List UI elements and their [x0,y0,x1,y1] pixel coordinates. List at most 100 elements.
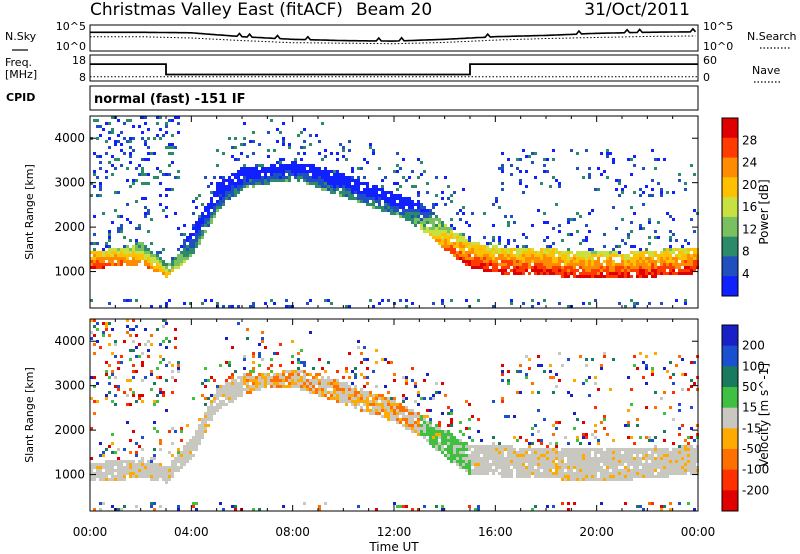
power-cell [102,263,105,266]
power-cell [159,194,162,197]
power-cell [117,215,120,218]
power-cell [204,224,207,227]
velocity-cell [636,505,639,508]
power-cell [135,179,138,182]
velocity-cell [135,370,138,373]
power-cell [681,245,684,248]
velocity-cell [384,400,387,403]
power-cell [102,212,105,215]
velocity-cell [516,475,519,478]
power-colorbar-segment [722,197,738,218]
velocity-cell [675,469,678,472]
power-cell [285,164,288,167]
power-cell [456,242,459,245]
velocity-colorbar-tick-label: -200 [742,483,769,497]
power-cell [591,248,594,251]
velocity-cell [591,472,594,475]
velocity-cell [558,469,561,472]
velocity-cell [651,463,654,466]
velocity-cell [243,382,246,385]
velocity-cell [600,457,603,460]
power-cell [579,251,582,254]
power-cell [642,167,645,170]
velocity-cell [606,466,609,469]
power-cell [417,158,420,161]
power-cell [555,251,558,254]
power-cell [219,206,222,209]
power-cell [558,263,561,266]
power-cell [189,242,192,245]
velocity-cell [414,415,417,418]
power-cell [537,272,540,275]
power-cell [411,209,414,212]
velocity-cell [345,391,348,394]
power-cell [111,257,114,260]
velocity-cell [558,454,561,457]
velocity-cell [570,466,573,469]
power-cell [129,161,132,164]
velocity-cell [651,451,654,454]
velocity-cell [189,442,192,445]
velocity-cell [399,409,402,412]
velocity-cell [399,406,402,409]
power-cell [345,176,348,179]
power-cell [540,182,543,185]
velocity-cell [507,379,510,382]
power-cell [129,137,132,140]
power-cell [648,251,651,254]
power-cell [126,248,129,251]
power-cell [138,245,141,248]
power-cell [297,173,300,176]
velocity-cell [681,445,684,448]
velocity-cell [567,466,570,469]
velocity-cell [552,505,555,508]
power-cell [432,221,435,224]
velocity-cell [588,376,591,379]
velocity-cell [192,436,195,439]
velocity-cell [657,466,660,469]
velocity-cell [126,466,129,469]
power-cell [576,260,579,263]
velocity-cell [636,418,639,421]
velocity-cell [93,352,96,355]
power-cell [582,263,585,266]
power-cell [615,269,618,272]
power-cell [687,254,690,257]
velocity-cell [366,406,369,409]
velocity-cell [150,343,153,346]
power-cell [561,257,564,260]
power-cell [135,200,138,203]
power-cell [255,167,258,170]
velocity-cell [312,385,315,388]
power-cell [681,257,684,260]
velocity-cell [690,427,693,430]
velocity-cell [159,463,162,466]
velocity-cell [366,409,369,412]
power-cell [543,272,546,275]
power-cell [288,176,291,179]
power-cell [267,179,270,182]
velocity-cell [192,439,195,442]
power-cell [204,299,207,302]
power-cell [363,197,366,200]
velocity-cell [504,472,507,475]
power-cell [96,242,99,245]
velocity-cell [582,466,585,469]
power-cell [372,305,375,308]
velocity-cell [657,454,660,457]
velocity-cell [300,382,303,385]
velocity-cell [636,451,639,454]
power-cell [99,125,102,128]
velocity-cell [357,403,360,406]
nsearch-label: N.Search [747,30,797,43]
power-cell [597,251,600,254]
velocity-cell [648,472,651,475]
power-cell [198,239,201,242]
power-cell [651,266,654,269]
power-cell [546,263,549,266]
power-cell [285,299,288,302]
power-cell [381,197,384,200]
velocity-cell [291,385,294,388]
velocity-cell [390,409,393,412]
power-cell [156,251,159,254]
